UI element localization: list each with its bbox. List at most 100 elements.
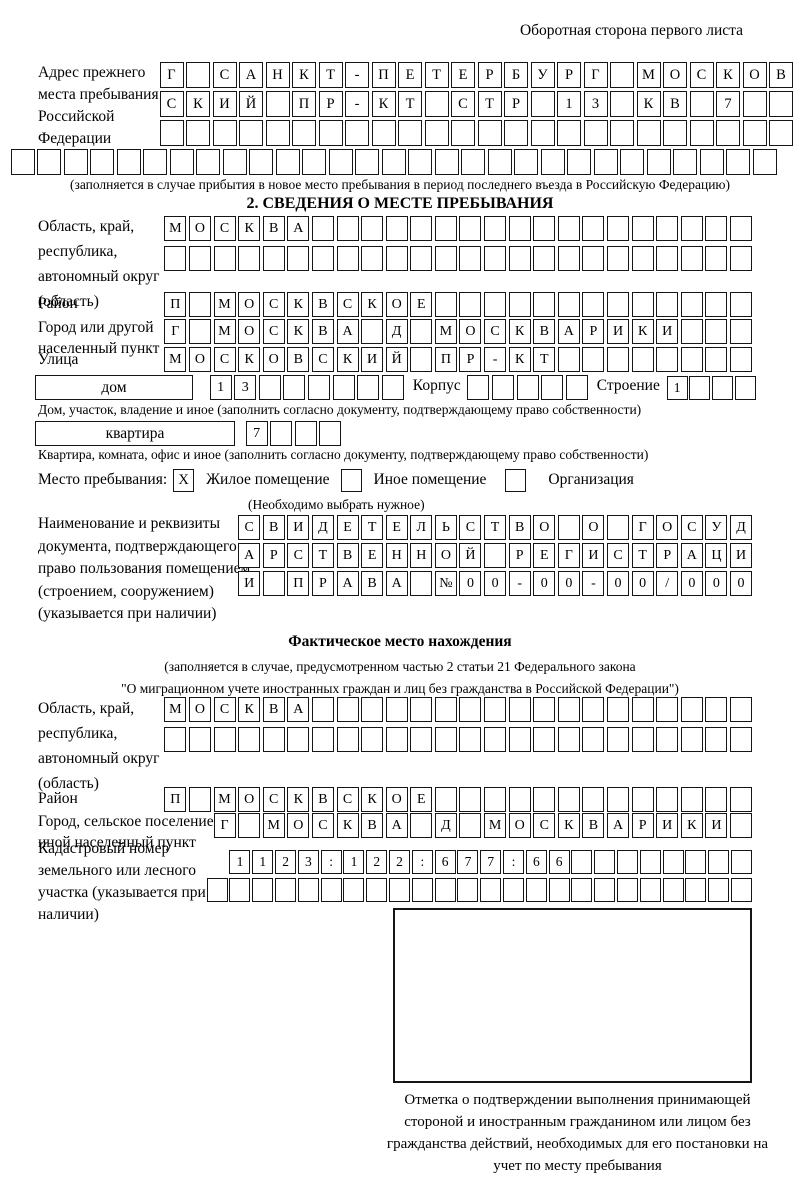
- char-box[interactable]: [680, 727, 703, 752]
- char-box[interactable]: [484, 246, 507, 271]
- char-box[interactable]: 2: [275, 850, 297, 874]
- char-box[interactable]: О: [188, 216, 211, 241]
- char-box[interactable]: Е: [410, 292, 433, 317]
- char-box[interactable]: [491, 375, 514, 400]
- char-box[interactable]: М: [164, 216, 187, 241]
- char-box[interactable]: [662, 878, 684, 902]
- char-box[interactable]: [610, 62, 634, 88]
- char-box[interactable]: [385, 697, 408, 722]
- char-box[interactable]: [673, 149, 697, 175]
- char-box[interactable]: [270, 421, 293, 446]
- char-box[interactable]: [607, 727, 630, 752]
- char-box[interactable]: :: [503, 850, 525, 874]
- char-box[interactable]: С: [262, 787, 285, 812]
- char-box[interactable]: [343, 878, 365, 902]
- char-box[interactable]: [631, 697, 654, 722]
- char-box[interactable]: [631, 292, 654, 317]
- char-box[interactable]: :: [320, 850, 342, 874]
- char-box[interactable]: [459, 292, 482, 317]
- char-box[interactable]: [639, 850, 661, 874]
- char-box[interactable]: [705, 246, 728, 271]
- char-box[interactable]: М: [262, 813, 285, 838]
- char-box[interactable]: К: [292, 62, 316, 88]
- char-box[interactable]: 0: [459, 571, 482, 596]
- char-box[interactable]: С: [159, 91, 184, 117]
- char-box[interactable]: [398, 120, 422, 146]
- char-box[interactable]: [461, 149, 485, 175]
- char-box[interactable]: К: [680, 813, 703, 838]
- char-box[interactable]: [594, 878, 616, 902]
- char-box[interactable]: [434, 697, 457, 722]
- char-box[interactable]: И: [582, 543, 605, 568]
- char-box[interactable]: [607, 787, 630, 812]
- char-box[interactable]: С: [262, 292, 285, 317]
- char-box[interactable]: [769, 91, 793, 117]
- char-box[interactable]: У: [705, 515, 728, 540]
- residence-checkbox-organizaciya[interactable]: [505, 469, 527, 492]
- char-box[interactable]: [557, 216, 580, 241]
- char-box[interactable]: [459, 697, 482, 722]
- char-box[interactable]: [656, 292, 679, 317]
- char-box[interactable]: [685, 850, 707, 874]
- char-box[interactable]: К: [371, 91, 396, 117]
- char-box[interactable]: [459, 216, 482, 241]
- char-box[interactable]: [484, 216, 507, 241]
- char-box[interactable]: С: [238, 515, 261, 540]
- char-box[interactable]: [188, 787, 211, 812]
- char-box[interactable]: /: [656, 571, 679, 596]
- char-box[interactable]: С: [213, 347, 236, 372]
- char-box[interactable]: [238, 813, 261, 838]
- char-box[interactable]: М: [213, 787, 236, 812]
- char-box[interactable]: [239, 120, 263, 146]
- char-box[interactable]: И: [212, 91, 237, 117]
- char-box[interactable]: [557, 246, 580, 271]
- char-box[interactable]: [583, 120, 608, 146]
- char-box[interactable]: В: [533, 319, 556, 344]
- char-box[interactable]: Р: [262, 543, 285, 568]
- char-box[interactable]: 2: [366, 850, 388, 874]
- char-box[interactable]: [680, 319, 703, 344]
- char-box[interactable]: О: [262, 347, 285, 372]
- char-box[interactable]: [381, 375, 404, 400]
- char-box[interactable]: [336, 216, 359, 241]
- char-box[interactable]: Т: [318, 62, 343, 88]
- char-box[interactable]: [533, 787, 556, 812]
- char-box[interactable]: [164, 246, 187, 271]
- char-box[interactable]: [705, 292, 728, 317]
- char-box[interactable]: -: [484, 347, 507, 372]
- char-box[interactable]: [705, 319, 728, 344]
- char-box[interactable]: 1: [557, 91, 581, 117]
- char-box[interactable]: [186, 120, 210, 146]
- char-box[interactable]: Т: [631, 543, 654, 568]
- char-box[interactable]: [292, 120, 316, 146]
- char-box[interactable]: [345, 120, 369, 146]
- char-box[interactable]: Р: [582, 319, 605, 344]
- char-box[interactable]: [10, 149, 35, 175]
- char-box[interactable]: [484, 697, 507, 722]
- char-box[interactable]: [557, 515, 580, 540]
- char-box[interactable]: [434, 787, 457, 812]
- char-box[interactable]: [594, 850, 616, 874]
- char-box[interactable]: С: [607, 543, 630, 568]
- char-box[interactable]: [381, 149, 406, 175]
- char-box[interactable]: К: [238, 347, 261, 372]
- char-box[interactable]: 1: [666, 376, 688, 400]
- residence-checkbox-zhiloe[interactable]: X: [173, 469, 195, 492]
- char-box[interactable]: [262, 571, 285, 596]
- char-box[interactable]: В: [262, 515, 285, 540]
- char-box[interactable]: [186, 62, 210, 88]
- char-box[interactable]: К: [361, 292, 384, 317]
- char-box[interactable]: 3: [297, 850, 319, 874]
- char-box[interactable]: [410, 727, 433, 752]
- char-box[interactable]: Д: [434, 813, 457, 838]
- char-box[interactable]: С: [262, 319, 285, 344]
- char-box[interactable]: [287, 246, 310, 271]
- char-box[interactable]: [582, 727, 605, 752]
- char-box[interactable]: [730, 319, 752, 344]
- char-box[interactable]: Ц: [705, 543, 728, 568]
- char-box[interactable]: [385, 246, 408, 271]
- char-box[interactable]: [206, 878, 228, 902]
- char-box[interactable]: [680, 292, 703, 317]
- char-box[interactable]: С: [533, 813, 556, 838]
- char-box[interactable]: [311, 246, 334, 271]
